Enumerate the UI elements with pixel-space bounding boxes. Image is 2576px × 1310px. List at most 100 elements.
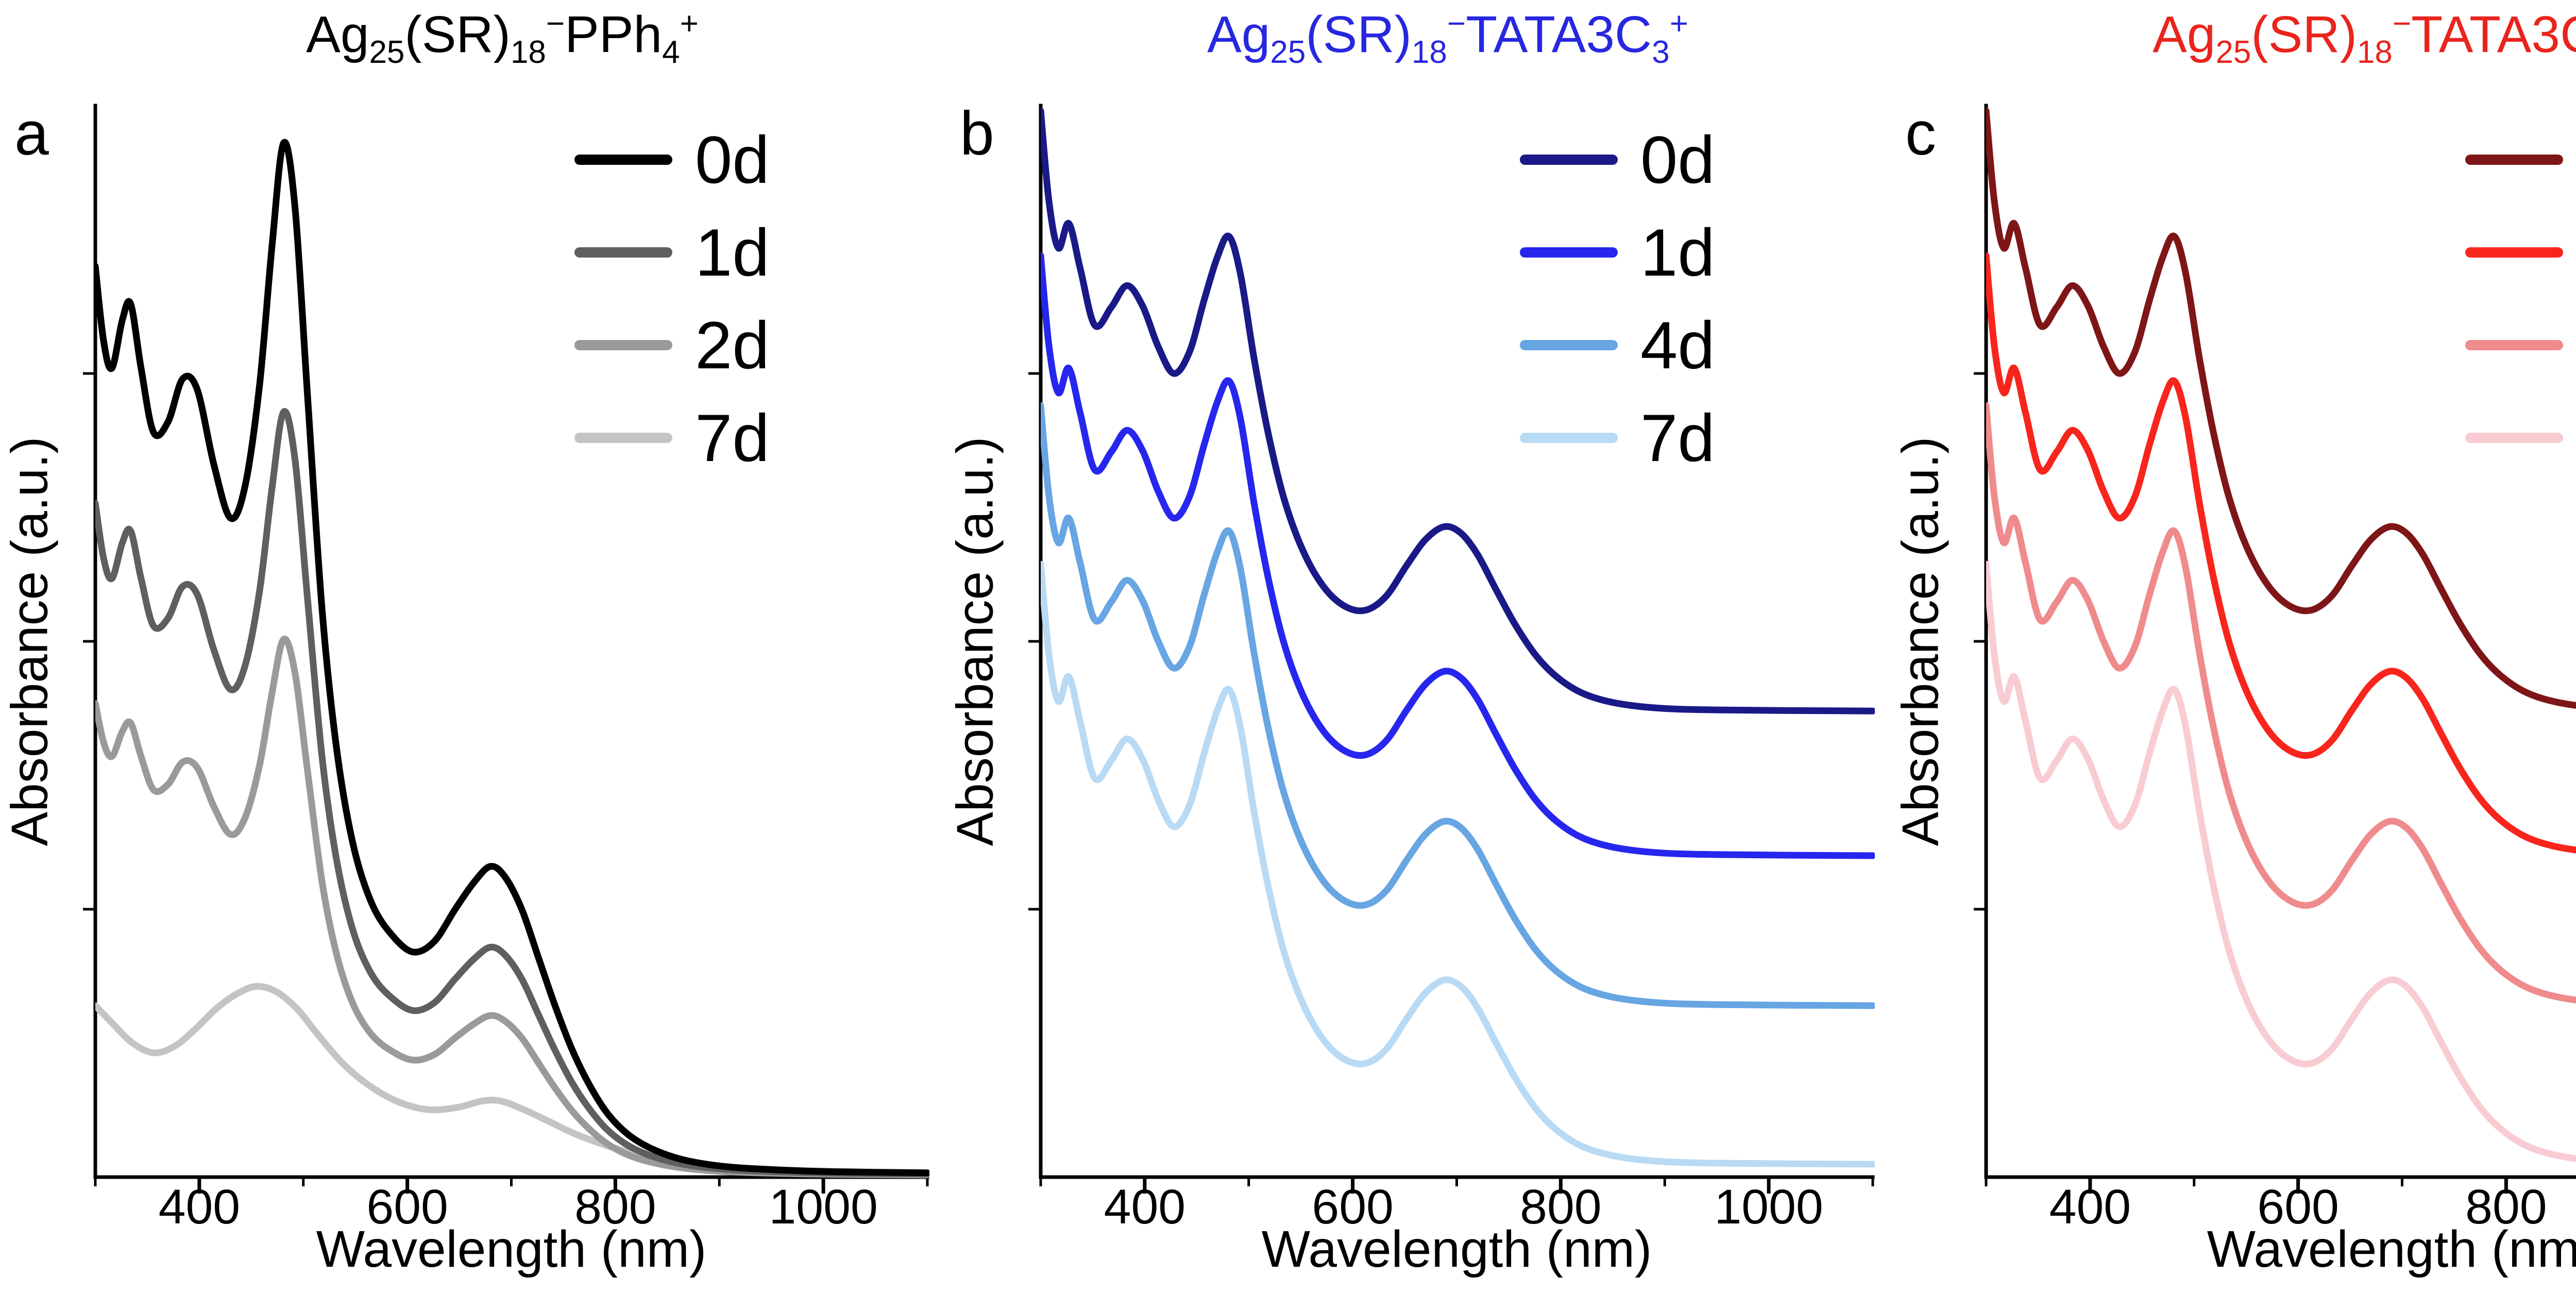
- x-tick-label: 400: [159, 1180, 241, 1234]
- spectrum-curve-7d: [95, 983, 929, 1177]
- legend-swatch: [574, 433, 672, 443]
- legend-swatch: [2465, 340, 2563, 350]
- legend-label: 1d: [695, 215, 770, 290]
- legend: 0d 1d 4d 7d: [2465, 124, 2576, 474]
- title-segment: Ag: [1207, 6, 1270, 63]
- legend-label: 2d: [695, 308, 770, 383]
- spectrum-curve-1d: [1041, 252, 1875, 859]
- legend-label: 4d: [1640, 308, 1715, 383]
- legend-label: 1d: [1640, 215, 1715, 290]
- x-tick-label: 400: [1104, 1180, 1186, 1234]
- panel-a: a Ag25(SR)18−PPh4+ Absorbance (a.u.) 400…: [0, 0, 945, 1310]
- spectrum-curve-4d: [1986, 402, 2576, 1003]
- x-tick-label: 800: [574, 1180, 656, 1234]
- title-segment: (SR): [2251, 6, 2357, 63]
- title-segment: 25: [1270, 35, 1306, 70]
- legend-label: 0d: [695, 122, 770, 197]
- legend-item-1d: 1d: [2465, 216, 2576, 288]
- title-segment: (SR): [1306, 6, 1412, 63]
- x-tick-label: 600: [2257, 1180, 2339, 1234]
- spectrum-curve-0d: [1041, 107, 1875, 714]
- panel-title: Ag25(SR)18−TATA3C7+: [1968, 5, 2576, 71]
- spectrum-curve-7d: [1986, 560, 2576, 1162]
- title-segment: +: [680, 6, 699, 42]
- legend-swatch: [574, 155, 672, 165]
- x-axis-label: Wavelength (nm): [316, 1220, 707, 1278]
- x-tick-label: 1000: [769, 1180, 877, 1234]
- legend-swatch: [1520, 340, 1618, 350]
- title-segment: 4: [662, 35, 680, 70]
- curves-group: [95, 139, 929, 1179]
- legend-item-4d: 4d: [2465, 309, 2576, 381]
- axes: [93, 104, 929, 1179]
- legend: 0d 1d 4d 7d: [1520, 124, 1715, 474]
- title-segment: PPh: [565, 6, 663, 63]
- legend-swatch: [1520, 433, 1618, 443]
- legend-item-1d: 1d: [1520, 216, 1715, 288]
- spectrum-curve-1d: [95, 407, 929, 1178]
- title-segment: (SR): [404, 6, 511, 63]
- x-tick-label: 600: [366, 1180, 448, 1234]
- title-segment: 18: [2357, 35, 2393, 70]
- spectrum-curve-1d: [1986, 252, 2576, 854]
- title-segment: Ag: [2153, 6, 2216, 63]
- panel-b: b Ag25(SR)18−TATA3C3+ Absorbance (a.u.) …: [945, 0, 1891, 1310]
- panel-title: Ag25(SR)18−TATA3C3+: [1023, 5, 1873, 71]
- spectra-plot: 400 600 800 1000: [1028, 104, 1875, 1234]
- legend: 0d 1d 2d 7d: [574, 124, 770, 474]
- legend-item-7d: 7d: [1520, 402, 1715, 474]
- panel-title: Ag25(SR)18−PPh4+: [77, 5, 927, 71]
- title-segment: −: [1447, 6, 1466, 42]
- panel-c: c Ag25(SR)18−TATA3C7+ Absorbance (a.u.) …: [1891, 0, 2576, 1310]
- spectrum-curve-7d: [1041, 560, 1875, 1168]
- title-segment: 18: [510, 35, 546, 70]
- title-segment: TATA3C: [1466, 6, 1652, 63]
- legend-label: 7d: [695, 400, 770, 475]
- legend-label: 7d: [1640, 400, 1715, 475]
- curves-group: [1041, 107, 1875, 1168]
- panel-letter: b: [960, 99, 994, 168]
- legend-swatch: [1520, 155, 1618, 165]
- x-tick-label: 1000: [1714, 1180, 1823, 1234]
- legend-label: 0d: [1640, 122, 1715, 197]
- x-tick-label: 800: [2465, 1180, 2547, 1234]
- x-tick-label: 800: [1520, 1180, 1602, 1234]
- title-segment: 25: [369, 35, 405, 70]
- legend-swatch: [2465, 247, 2563, 258]
- legend-item-4d: 4d: [1520, 309, 1715, 381]
- title-segment: +: [1669, 6, 1688, 42]
- title-segment: −: [546, 6, 565, 42]
- panel-letter: a: [14, 99, 49, 168]
- title-segment: 25: [2215, 35, 2251, 70]
- legend-swatch: [574, 340, 672, 350]
- legend-swatch: [574, 247, 672, 258]
- curves-group: [1986, 107, 2576, 1162]
- x-axis-label: Wavelength (nm): [1261, 1220, 1652, 1278]
- panel-letter: c: [1905, 99, 1936, 168]
- legend-item-7d: 7d: [574, 402, 770, 474]
- spectrum-curve-0d: [95, 139, 929, 1177]
- legend-item-7d: 7d: [2465, 402, 2576, 474]
- legend-item-0d: 0d: [1520, 124, 1715, 196]
- legend-item-0d: 0d: [574, 124, 770, 196]
- legend-item-2d: 2d: [574, 309, 770, 381]
- legend-item-1d: 1d: [574, 216, 770, 288]
- spectrum-curve-2d: [95, 635, 929, 1179]
- title-segment: TATA3C: [2411, 6, 2576, 63]
- x-axis-label: Wavelength (nm): [2207, 1220, 2576, 1278]
- spectrum-curve-0d: [1986, 107, 2576, 709]
- axes: [1039, 104, 1875, 1179]
- spectrum-curve-4d: [1041, 402, 1875, 1009]
- legend-swatch: [1520, 247, 1618, 258]
- legend-swatch: [2465, 433, 2563, 443]
- title-segment: Ag: [306, 6, 369, 63]
- x-tick-label: 400: [2049, 1180, 2131, 1234]
- legend-item-0d: 0d: [2465, 124, 2576, 196]
- x-tick-label: 600: [1312, 1180, 1394, 1234]
- spectra-plot: 400 600 800 1000: [83, 104, 929, 1234]
- title-segment: 18: [1411, 35, 1447, 70]
- title-segment: −: [2392, 6, 2412, 42]
- legend-swatch: [2465, 155, 2563, 165]
